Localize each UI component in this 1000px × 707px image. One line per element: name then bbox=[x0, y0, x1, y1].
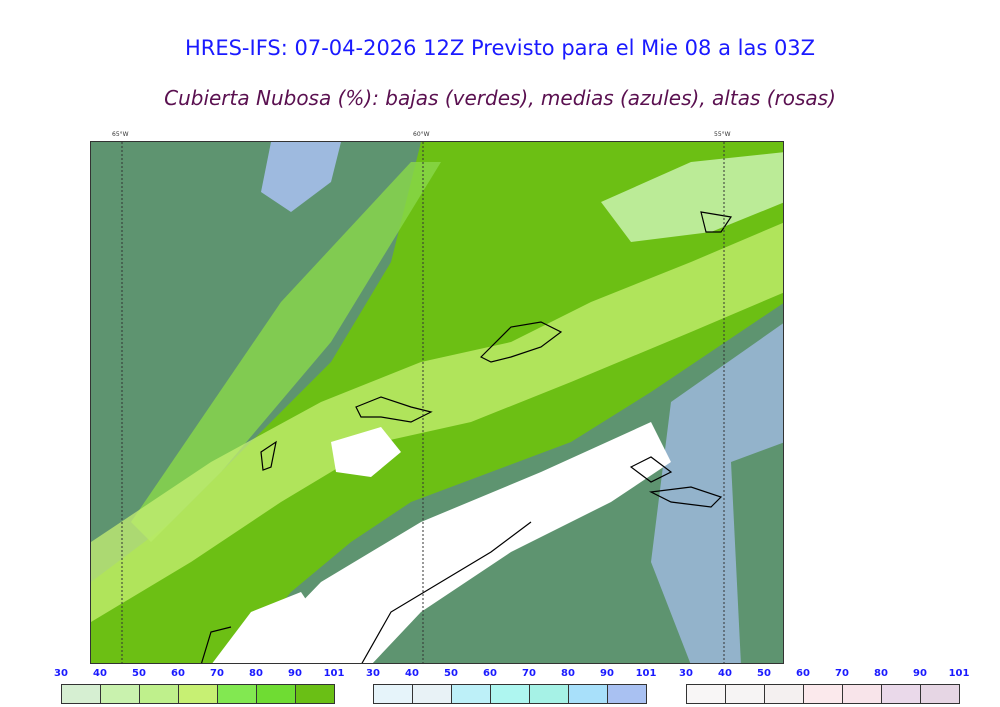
dark-region-right bbox=[731, 442, 783, 663]
legend-tick: 80 bbox=[874, 668, 888, 679]
legend-tick: 50 bbox=[757, 668, 771, 679]
legend-swatch bbox=[882, 685, 921, 703]
legend-tick: 40 bbox=[718, 668, 732, 679]
legend-tick: 30 bbox=[54, 668, 68, 679]
legend-swatch bbox=[413, 685, 452, 703]
legend-tick: 80 bbox=[249, 668, 263, 679]
legend-tick: 90 bbox=[288, 668, 302, 679]
map-title: HRES-IFS: 07-04-2026 12Z Previsto para e… bbox=[184, 36, 816, 60]
legend-low-clouds: 30 40 50 60 70 80 90 101 bbox=[54, 668, 344, 704]
legend-tick: 101 bbox=[323, 668, 345, 679]
legend-tick: 50 bbox=[444, 668, 458, 679]
legend-swatch bbox=[726, 685, 765, 703]
legend-tick: 60 bbox=[171, 668, 185, 679]
legend-mid-clouds: 30 40 50 60 70 80 90 101 bbox=[366, 668, 656, 704]
legend-swatch bbox=[62, 685, 101, 703]
legend-colorbar bbox=[686, 684, 960, 704]
legend-swatch bbox=[921, 685, 959, 703]
legend-swatch bbox=[687, 685, 726, 703]
legend-tick: 90 bbox=[600, 668, 614, 679]
green-band-2 bbox=[91, 222, 783, 622]
legend-swatch bbox=[491, 685, 530, 703]
legend-colorbar bbox=[373, 684, 647, 704]
legend-swatch bbox=[374, 685, 413, 703]
lon-label-60w: 60°W bbox=[413, 131, 430, 138]
legend-swatch bbox=[843, 685, 882, 703]
legend-tick: 101 bbox=[948, 668, 970, 679]
map-subtitle: Cubierta Nubosa (%): bajas (verdes), med… bbox=[164, 86, 836, 110]
legend-swatch bbox=[218, 685, 257, 703]
legend-swatch bbox=[765, 685, 804, 703]
longitude-gridlines bbox=[121, 142, 725, 663]
legend-tick: 70 bbox=[210, 668, 224, 679]
legend-tick: 30 bbox=[366, 668, 380, 679]
legend-swatch bbox=[569, 685, 608, 703]
legend-tick: 101 bbox=[635, 668, 657, 679]
legend-swatch bbox=[296, 685, 334, 703]
clear-sky-region bbox=[242, 422, 671, 663]
legend-high-clouds: 30 40 50 60 70 80 90 101 bbox=[679, 668, 969, 704]
coastlines bbox=[200, 211, 733, 663]
legend-tick: 70 bbox=[522, 668, 536, 679]
legend-swatch bbox=[452, 685, 491, 703]
legend-tick: 40 bbox=[93, 668, 107, 679]
legend-swatch bbox=[608, 685, 646, 703]
legend-tick: 60 bbox=[796, 668, 810, 679]
legend-swatch bbox=[257, 685, 296, 703]
legend-swatch bbox=[179, 685, 218, 703]
legend-tick: 60 bbox=[483, 668, 497, 679]
lon-label-65w: 65°W bbox=[112, 131, 129, 138]
legend-swatch bbox=[140, 685, 179, 703]
blue-region-top bbox=[261, 142, 341, 212]
lon-label-55w: 55°W bbox=[714, 131, 731, 138]
legend-tick: 40 bbox=[405, 668, 419, 679]
clear-patch-left bbox=[212, 592, 321, 663]
legend-swatch bbox=[804, 685, 843, 703]
legend-tick: 80 bbox=[561, 668, 575, 679]
legend-swatch bbox=[101, 685, 140, 703]
green-band-1 bbox=[131, 162, 441, 542]
clear-patch bbox=[331, 427, 401, 477]
legend-tick: 30 bbox=[679, 668, 693, 679]
cloud-cover-map bbox=[90, 141, 784, 664]
legend-tick: 70 bbox=[835, 668, 849, 679]
legend-swatch bbox=[530, 685, 569, 703]
legend-tick: 90 bbox=[913, 668, 927, 679]
legend-tick: 50 bbox=[132, 668, 146, 679]
light-band-top-right bbox=[601, 152, 783, 242]
legend-colorbar bbox=[61, 684, 335, 704]
